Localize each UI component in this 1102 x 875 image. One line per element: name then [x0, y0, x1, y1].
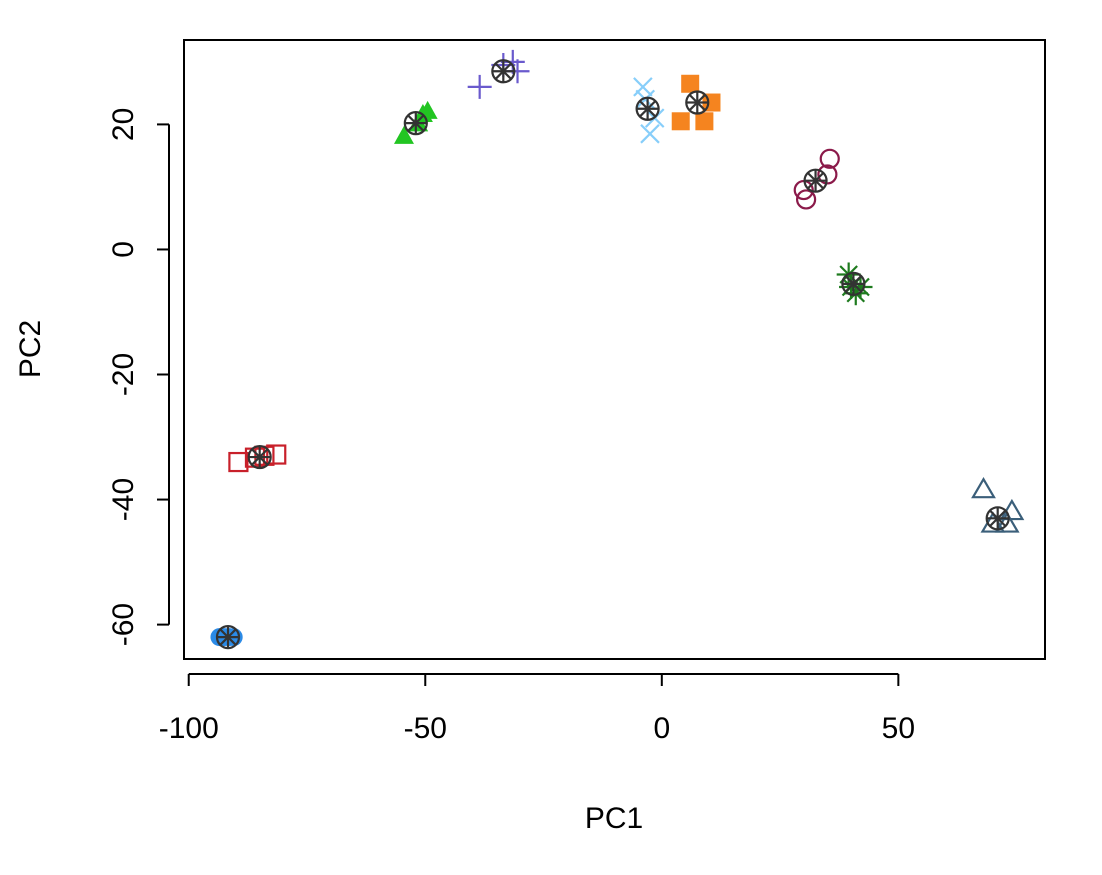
- data-point: [500, 49, 525, 74]
- x-tick-label: 50: [882, 712, 915, 745]
- series-group: [467, 49, 530, 99]
- x-tick-label: 0: [653, 712, 670, 745]
- x-tick-label: -50: [404, 712, 447, 745]
- y-tick-label: -20: [107, 353, 140, 396]
- centroid-marker: [685, 90, 710, 115]
- centroid-marker: [491, 59, 516, 84]
- data-point: [393, 125, 414, 144]
- data-point: [795, 189, 817, 210]
- x-axis: -100 -50 0 50: [159, 673, 915, 745]
- x-tick-label: -100: [159, 712, 219, 745]
- data-point: [695, 112, 714, 131]
- data-point: [671, 112, 690, 131]
- y-tick-label: 20: [107, 108, 140, 141]
- centroid-marker: [215, 625, 241, 650]
- y-axis: -60 -40 -20 0 20: [107, 108, 170, 646]
- data-point: [999, 498, 1025, 521]
- centroid-marker: [635, 96, 660, 121]
- series-group: [671, 74, 721, 131]
- data-point: [817, 164, 838, 185]
- data-point: [681, 74, 700, 93]
- centroid-marker: [247, 444, 272, 470]
- y-tick-label: 0: [107, 241, 140, 258]
- data-point: [633, 77, 653, 97]
- data-point: [228, 451, 249, 473]
- y-axis-title: PC2: [14, 320, 47, 378]
- data-point: [819, 148, 840, 169]
- plot-box: [183, 39, 1046, 660]
- data-point: [467, 74, 492, 99]
- centroid-marker: [985, 506, 1010, 531]
- data-point: [640, 124, 660, 144]
- x-axis-title: PC1: [585, 802, 643, 835]
- centroid-marker: [841, 271, 866, 296]
- data-point: [266, 444, 287, 465]
- y-tick-label: -60: [107, 603, 140, 646]
- data-points: [210, 49, 1025, 647]
- centroid-marker: [803, 168, 828, 193]
- y-tick-label: -40: [107, 478, 140, 521]
- centroid-marker: [403, 111, 428, 136]
- data-point: [971, 476, 996, 499]
- centroid-markers: [215, 59, 1010, 650]
